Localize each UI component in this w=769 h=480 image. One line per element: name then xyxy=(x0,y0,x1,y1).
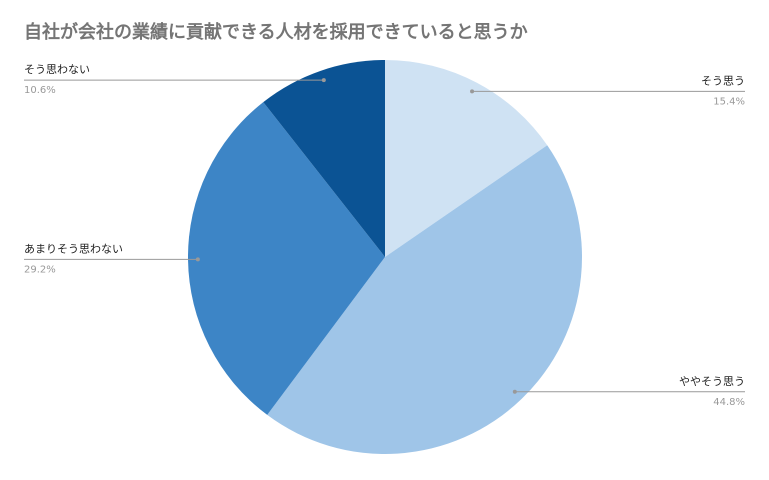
slice-label: そう思わない xyxy=(24,63,90,76)
pie-slice xyxy=(385,60,548,257)
slice-label: ややそう思う xyxy=(679,375,745,388)
leader-dot xyxy=(470,89,475,94)
slice-value-label: 15.4% xyxy=(713,96,745,107)
slice-value-label: 10.6% xyxy=(24,85,56,96)
slice-label: あまりそう思わない xyxy=(24,242,123,255)
slice-value-label: 44.8% xyxy=(713,397,745,408)
slice-label: そう思う xyxy=(701,74,745,87)
leader-dot xyxy=(195,257,200,262)
pie-slice xyxy=(188,102,385,415)
slice-value-label: 29.2% xyxy=(24,264,56,275)
pie-slice xyxy=(263,60,385,257)
chart-title: 自社が会社の業績に貢献できる人材を採用できていると思うか xyxy=(24,21,528,43)
leader-dot xyxy=(512,389,517,394)
leader-dot xyxy=(321,78,326,83)
pie-slice xyxy=(267,145,582,454)
